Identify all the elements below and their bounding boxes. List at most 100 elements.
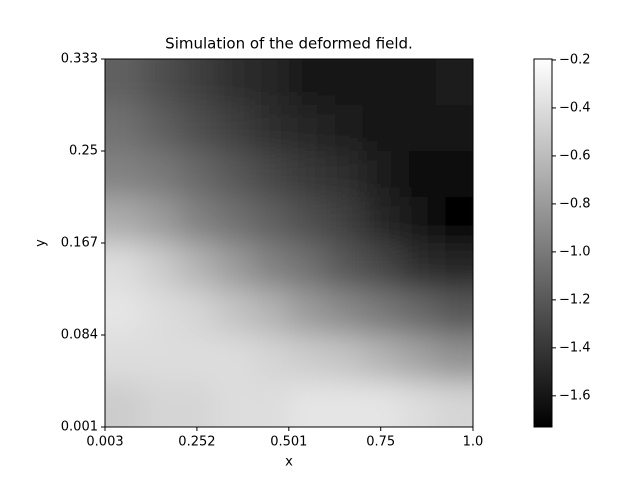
heatmap-cell bbox=[141, 105, 180, 152]
x-tick-label: 0.501 bbox=[270, 435, 307, 450]
x-tick-label: 0.75 bbox=[366, 435, 395, 450]
y-tick-label: 0.167 bbox=[61, 236, 98, 251]
heatmap-cell bbox=[399, 243, 437, 290]
y-tick-label: 0.25 bbox=[69, 144, 98, 159]
heatmap-cell bbox=[141, 289, 180, 336]
heatmap-cell bbox=[252, 197, 290, 244]
colorbar-tick-label: −0.6 bbox=[559, 148, 591, 163]
heatmap-cell bbox=[325, 151, 364, 198]
heatmap-cell bbox=[362, 335, 400, 382]
y-tick-label: 0.333 bbox=[61, 52, 98, 67]
heatmap-cell bbox=[362, 197, 400, 244]
colorbar-tick-label: −1.4 bbox=[559, 340, 591, 355]
heatmap-cell bbox=[289, 151, 327, 198]
heatmap-cell bbox=[325, 335, 364, 382]
heatmap-cell bbox=[325, 105, 364, 152]
heatmap-cell bbox=[252, 381, 290, 427]
colorbar-tick-label: −0.2 bbox=[559, 52, 591, 67]
heatmap-cell bbox=[436, 243, 473, 290]
heatmap-cell bbox=[289, 197, 327, 244]
heatmap-cell bbox=[215, 105, 253, 152]
heatmap-cell bbox=[105, 243, 143, 290]
heatmap-cell bbox=[436, 59, 473, 106]
heatmap-cell bbox=[399, 381, 437, 427]
heatmap-cell bbox=[362, 151, 400, 198]
heatmap bbox=[105, 59, 473, 427]
heatmap-cell bbox=[141, 335, 180, 382]
heatmap-cell bbox=[105, 197, 143, 244]
heatmap-cell bbox=[436, 105, 473, 152]
colorbar-tick-label: −0.8 bbox=[559, 196, 591, 211]
heatmap-cell bbox=[325, 381, 364, 427]
x-tick-label: 0.003 bbox=[86, 435, 123, 450]
heatmap-cell bbox=[105, 105, 143, 152]
heatmap-cell bbox=[252, 105, 290, 152]
heatmap-cell bbox=[289, 289, 327, 336]
x-tick-label: 1.0 bbox=[463, 435, 484, 450]
heatmap-cell bbox=[399, 59, 437, 106]
colorbar-tick-label: −1.2 bbox=[559, 292, 591, 307]
heatmap-cell bbox=[362, 289, 400, 336]
heatmap-cell bbox=[289, 381, 327, 427]
heatmap-cell bbox=[436, 151, 473, 198]
colorbar bbox=[533, 58, 553, 428]
heatmap-cell bbox=[399, 151, 437, 198]
heatmap-cell bbox=[436, 289, 473, 336]
heatmap-cell bbox=[105, 59, 143, 106]
heatmap-cell bbox=[289, 243, 327, 290]
heatmap-cell bbox=[436, 381, 473, 427]
heatmap-cell bbox=[105, 381, 143, 427]
heatmap-cell bbox=[362, 59, 400, 106]
heatmap-cell bbox=[289, 105, 327, 152]
colorbar-tick-label: −0.4 bbox=[559, 100, 591, 115]
heatmap-cell bbox=[325, 59, 364, 106]
heatmap-cell bbox=[105, 151, 143, 198]
heatmap-cell bbox=[252, 289, 290, 336]
heatmap-cell bbox=[178, 105, 216, 152]
heatmap-cell bbox=[436, 335, 473, 382]
heatmap-cell bbox=[178, 243, 216, 290]
heatmap-cell bbox=[105, 289, 143, 336]
heatmap-cell bbox=[252, 335, 290, 382]
y-tick-label: 0.001 bbox=[61, 420, 98, 435]
heatmap-cell bbox=[289, 59, 327, 106]
heatmap-cell bbox=[215, 151, 253, 198]
heatmap-cell bbox=[178, 381, 216, 427]
heatmap-cell bbox=[362, 105, 400, 152]
heatmap-cell bbox=[362, 243, 400, 290]
heatmap-cell bbox=[215, 335, 253, 382]
heatmap-cell bbox=[252, 243, 290, 290]
x-tick-label: 0.252 bbox=[178, 435, 215, 450]
heatmap-cell bbox=[178, 289, 216, 336]
heatmap-cell bbox=[325, 289, 364, 336]
heatmap-cell bbox=[141, 59, 180, 106]
heatmap-cell bbox=[362, 381, 400, 427]
colorbar-tick-label: −1.0 bbox=[559, 244, 591, 259]
heatmap-cell bbox=[252, 59, 290, 106]
heatmap-cell bbox=[399, 105, 437, 152]
heatmap-cell bbox=[325, 197, 364, 244]
heatmap-cell bbox=[178, 59, 216, 106]
heatmap-cell bbox=[399, 289, 437, 336]
heatmap-cell bbox=[178, 335, 216, 382]
heatmap-cell bbox=[141, 243, 180, 290]
x-axis-label: x bbox=[285, 455, 293, 470]
heatmap-cell bbox=[141, 151, 180, 198]
heatmap-cell bbox=[215, 243, 253, 290]
heatmap-cell bbox=[178, 151, 216, 198]
heatmap-cells bbox=[105, 59, 473, 427]
heatmap-cell bbox=[178, 197, 216, 244]
heatmap-cell bbox=[105, 335, 143, 382]
heatmap-cell bbox=[215, 381, 253, 427]
heatmap-cell bbox=[215, 289, 253, 336]
heatmap-cell bbox=[215, 59, 253, 106]
heatmap-cell bbox=[252, 151, 290, 198]
heatmap-cell bbox=[399, 197, 437, 244]
heatmap-cell bbox=[436, 197, 473, 244]
chart-title: Simulation of the deformed field. bbox=[165, 35, 413, 53]
heatmap-cell bbox=[289, 335, 327, 382]
y-axis-label: y bbox=[34, 239, 49, 247]
heatmap-cell bbox=[141, 381, 180, 427]
heatmap-cell bbox=[141, 197, 180, 244]
